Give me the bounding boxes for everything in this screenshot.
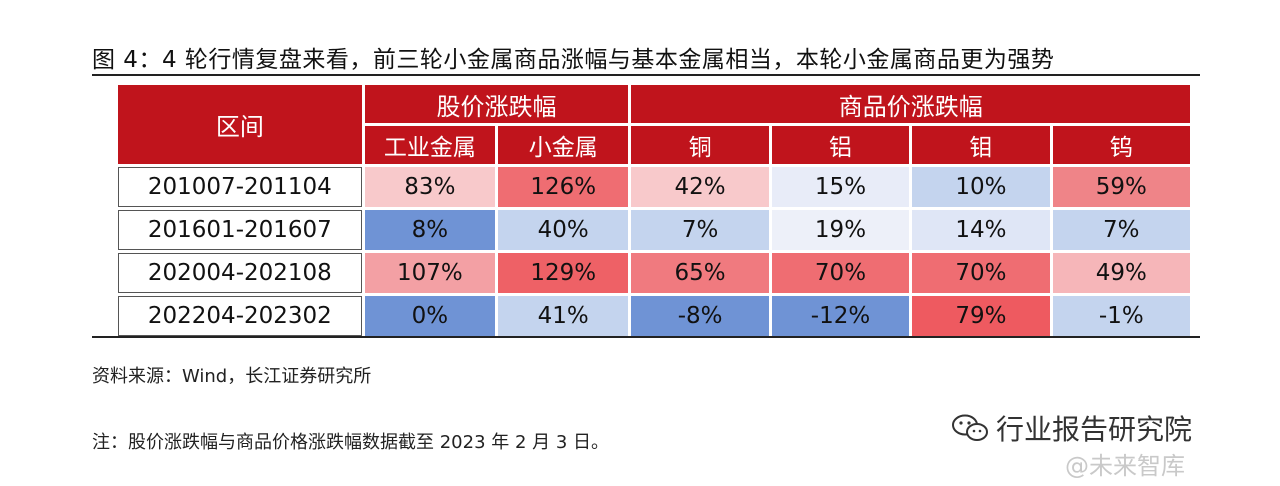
cell-molybdenum: 10% (912, 167, 1050, 207)
data-table: 区间 股价涨跌幅 商品价涨跌幅 工业金属 小金属 铜 铝 钼 钨 201007-… (115, 82, 1193, 339)
header-copper: 铜 (631, 126, 769, 164)
cell-industrial-metals: 0% (364, 296, 496, 336)
cell-industrial-metals: 83% (364, 167, 496, 207)
header-stock-change: 股价涨跌幅 (364, 85, 629, 123)
cell-copper: 65% (631, 253, 769, 293)
header-aluminum: 铝 (771, 126, 910, 164)
cell-aluminum: 70% (771, 253, 910, 293)
table-bottom-rule (92, 336, 1200, 338)
header-minor-metals: 小金属 (498, 126, 629, 164)
header-molybdenum: 钼 (912, 126, 1050, 164)
cell-copper: -8% (631, 296, 769, 336)
title-rule (92, 74, 1200, 76)
cell-minor-metals: 126% (498, 167, 629, 207)
cell-tungsten: 7% (1052, 210, 1190, 250)
cell-range: 202004-202108 (118, 253, 362, 293)
source-note: 资料来源：Wind，长江证券研究所 (92, 366, 372, 387)
table-row: 202204-202302 0% 41% -8% -12% 79% -1% (118, 296, 1190, 336)
cell-tungsten: 49% (1052, 253, 1190, 293)
header-range: 区间 (118, 85, 362, 164)
wechat-icon (952, 414, 988, 441)
footnote: 注：股价涨跌幅与商品价格涨跌幅数据截至 2023 年 2 月 3 日。 (92, 432, 610, 453)
header-tungsten: 钨 (1052, 126, 1190, 164)
cell-minor-metals: 40% (498, 210, 629, 250)
cell-aluminum: -12% (771, 296, 910, 336)
table-row: 201601-201607 8% 40% 7% 19% 14% 7% (118, 210, 1190, 250)
watermark: 行业报告研究院 (950, 408, 1192, 448)
cell-copper: 7% (631, 210, 769, 250)
table-row: 202004-202108 107% 129% 65% 70% 70% 49% (118, 253, 1190, 293)
watermark-text: 行业报告研究院 (996, 413, 1193, 446)
watermark-secondary: @未来智库 (1065, 452, 1185, 480)
cell-industrial-metals: 107% (364, 253, 496, 293)
cell-tungsten: -1% (1052, 296, 1190, 336)
table-row: 201007-201104 83% 126% 42% 15% 10% 59% (118, 167, 1190, 207)
header-commodity-change: 商品价涨跌幅 (631, 85, 1190, 123)
cell-minor-metals: 129% (498, 253, 629, 293)
cell-range: 202204-202302 (118, 296, 362, 336)
header-industrial-metals: 工业金属 (364, 126, 496, 164)
cell-minor-metals: 41% (498, 296, 629, 336)
cell-copper: 42% (631, 167, 769, 207)
cell-aluminum: 19% (771, 210, 910, 250)
cell-range: 201007-201104 (118, 167, 362, 207)
figure-title: 图 4：4 轮行情复盘来看，前三轮小金属商品涨幅与基本金属相当，本轮小金属商品更… (92, 47, 1055, 73)
cell-molybdenum: 79% (912, 296, 1050, 336)
cell-molybdenum: 70% (912, 253, 1050, 293)
cell-molybdenum: 14% (912, 210, 1050, 250)
cell-aluminum: 15% (771, 167, 910, 207)
cell-range: 201601-201607 (118, 210, 362, 250)
cell-tungsten: 59% (1052, 167, 1190, 207)
cell-industrial-metals: 8% (364, 210, 496, 250)
